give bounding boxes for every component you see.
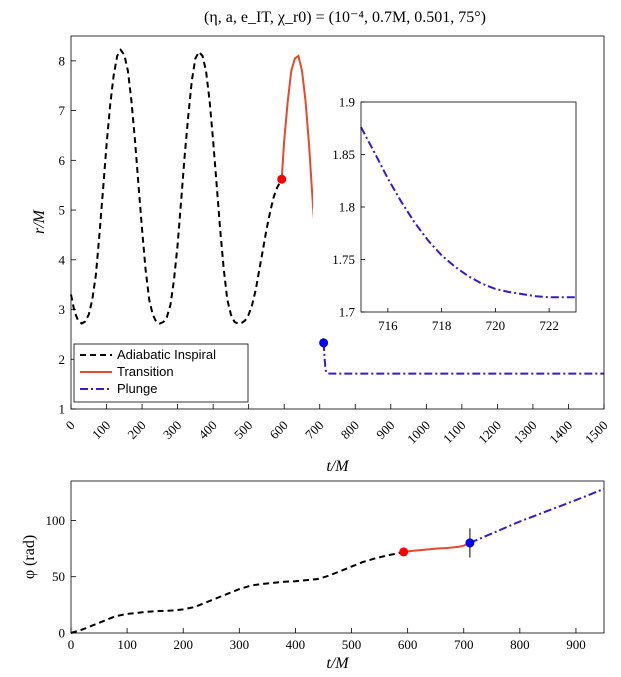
- main-y-tick-label: 1: [59, 402, 66, 417]
- phi-x-tick-label: 900: [566, 637, 586, 652]
- legend: Adiabatic Inspiral Transition Plunge: [73, 343, 249, 403]
- inset-series-layer: [360, 126, 576, 299]
- inset-x-tick-label: 722: [539, 318, 559, 333]
- main-plot-frame: [70, 35, 605, 410]
- main-series-line-adiabatic-inspiral: [70, 48, 283, 325]
- phi-marker-1: [465, 538, 475, 548]
- main-x-axis-label: t/M: [326, 458, 350, 475]
- main-x-tick-label: 1000: [404, 418, 433, 447]
- phi-x-tick-label: 600: [398, 637, 418, 652]
- inset-series-line: [360, 126, 576, 299]
- inset-y-tick-label: 1.8: [339, 200, 355, 215]
- phi-x-axis-label: t/M: [326, 655, 350, 672]
- inset-x-axis: 716 718 720 722: [378, 308, 559, 333]
- main-y-tick-label: 7: [59, 103, 66, 118]
- inset-y-tick-label: 1.7: [339, 305, 356, 320]
- phi-y-tick-label: 100: [46, 513, 66, 528]
- inset-x-tick-label: 718: [432, 318, 452, 333]
- phi-x-tick-label: 100: [117, 637, 137, 652]
- inset-y-tick-label: 1.9: [339, 95, 355, 110]
- phi-marker-0: [399, 547, 409, 557]
- main-y-tick-label: 2: [59, 352, 66, 367]
- main-x-tick-label: 1100: [440, 418, 469, 447]
- phi-x-tick-label: 300: [230, 637, 250, 652]
- phi-x-tick-label: 700: [454, 637, 474, 652]
- phi-x-tick-label: 400: [286, 637, 306, 652]
- phi-y-axis: 0 50 100: [46, 513, 76, 641]
- legend-label-adiabatic: Adiabatic Inspiral: [117, 347, 216, 362]
- phi-series-line-plunge: [469, 487, 605, 544]
- chart-title: (η, a, e_IT, χ_r0) = (10⁻⁴, 0.7M, 0.501,…: [204, 9, 486, 26]
- main-x-tick-label: 200: [124, 418, 148, 442]
- inset-x-tick-label: 716: [378, 318, 398, 333]
- main-y-tick-label: 8: [59, 53, 66, 68]
- main-y-axis: 1 2 3 4 5 6 7 8: [59, 53, 76, 417]
- phi-y-tick-label: 0: [59, 626, 66, 641]
- phi-series-line-transition: [403, 541, 471, 553]
- main-x-tick-label: 400: [195, 418, 219, 442]
- phi-y-axis-label: φ (rad): [21, 535, 38, 579]
- phi-plot-frame: [70, 480, 605, 634]
- main-y-axis-label: r/M: [31, 208, 48, 234]
- main-x-axis: 0 100 200 300 400 500 600 700 800 900 1000 1100 1200…: [63, 404, 611, 447]
- main-x-tick-label: 300: [160, 418, 184, 442]
- phi-x-tick-label: 200: [173, 637, 193, 652]
- main-x-tick-label: 500: [231, 418, 255, 442]
- main-series-line-plunge: [322, 342, 604, 375]
- main-x-tick-label: 1500: [582, 418, 611, 447]
- phi-y-tick-label: 50: [52, 569, 65, 584]
- phi-series-line-adiabatic-inspiral: [70, 550, 404, 634]
- main-x-tick-label: 1400: [546, 418, 575, 447]
- main-x-tick-label: 600: [267, 418, 291, 442]
- main-y-tick-label: 5: [59, 203, 66, 218]
- main-x-tick-label: 1300: [511, 418, 540, 447]
- inset-background: [313, 92, 584, 338]
- inset-y-tick-label: 1.75: [332, 252, 355, 267]
- inset-y-tick-label: 1.85: [332, 147, 355, 162]
- main-marker-0: [277, 174, 287, 184]
- inset-y-axis: 1.7 1.75 1.8 1.85 1.9: [332, 95, 365, 320]
- phi-x-axis: 0 100 200 300 400 500 600 700 800 900: [68, 628, 586, 652]
- phi-marks-layer: [399, 528, 475, 558]
- phi-x-tick-label: 500: [342, 637, 362, 652]
- legend-label-plunge: Plunge: [117, 381, 157, 396]
- inset-x-tick-label: 720: [486, 318, 506, 333]
- main-x-tick-label: 100: [89, 418, 113, 442]
- main-y-tick-label: 3: [59, 302, 66, 317]
- main-marker-1: [319, 338, 329, 348]
- inset-chart: 716 718 720 722 1.7 1.75 1.8 1.85 1.9: [313, 92, 584, 338]
- main-y-tick-label: 6: [59, 153, 66, 168]
- phi-series-layer: [70, 487, 605, 634]
- phi-x-tick-label: 0: [68, 637, 75, 652]
- main-x-tick-label: 0: [63, 418, 78, 433]
- phi-x-tick-label: 800: [510, 637, 530, 652]
- legend-label-transition: Transition: [117, 364, 174, 379]
- main-x-tick-label: 700: [302, 418, 326, 442]
- main-y-tick-label: 4: [59, 252, 66, 267]
- main-x-tick-label: 1200: [475, 418, 504, 447]
- main-x-tick-label: 900: [373, 418, 397, 442]
- main-x-tick-label: 800: [338, 418, 362, 442]
- main-chart: (η, a, e_IT, χ_r0) = (10⁻⁴, 0.7M, 0.501,…: [31, 9, 611, 475]
